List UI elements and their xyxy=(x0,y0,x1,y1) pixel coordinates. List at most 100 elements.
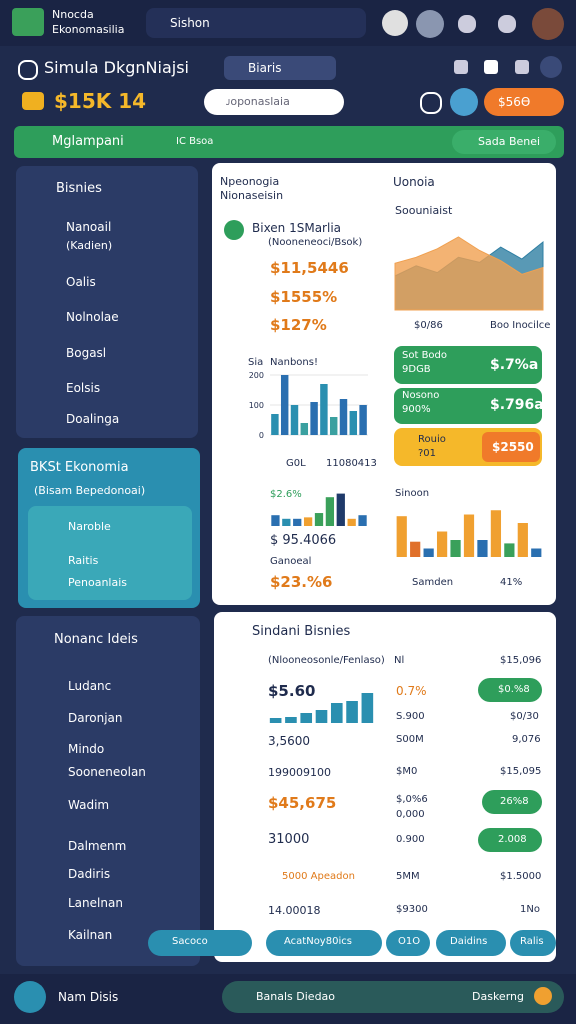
pill xyxy=(482,790,542,814)
action[interactable] xyxy=(148,930,252,956)
cell: $0.%8 xyxy=(498,684,530,695)
search-text: Sishon xyxy=(170,16,210,30)
toolbar-title: Simula DkgnNiajsi xyxy=(44,58,189,77)
footer-search[interactable] xyxy=(222,981,564,1013)
icon[interactable] xyxy=(416,10,444,38)
nav-item[interactable]: Doalinga xyxy=(66,412,120,426)
legend: Samden xyxy=(412,577,454,588)
footer-user: Nam Disis xyxy=(58,990,119,1004)
action-text: O1O xyxy=(398,936,421,947)
footer-button[interactable]: Daskerng xyxy=(472,990,524,1003)
card-subtitle: (Nooneneoci/Bsok) xyxy=(268,237,363,248)
icon[interactable] xyxy=(540,56,562,78)
button[interactable] xyxy=(484,88,564,116)
avatar[interactable] xyxy=(14,981,46,1013)
dropdown[interactable] xyxy=(224,56,336,80)
sidebar xyxy=(16,166,198,438)
overview-title: Npeonogia xyxy=(220,175,280,188)
nav-item[interactable]: Daronjan xyxy=(68,711,123,725)
icon[interactable] xyxy=(498,15,516,33)
icon[interactable] xyxy=(484,60,498,74)
action-text: AcatNoy80ics xyxy=(284,936,352,947)
nav-item[interactable]: Oalis xyxy=(66,275,96,289)
nav-panel xyxy=(16,616,200,966)
cell: 199009100 xyxy=(268,766,331,779)
cell: 9,076 xyxy=(512,734,541,745)
button-text: $56Ѳ xyxy=(498,95,531,109)
placeholder: ᴊoponaslaia xyxy=(226,95,290,108)
action[interactable] xyxy=(266,930,382,956)
nav-item[interactable]: Ludanc xyxy=(68,679,112,693)
metric-value: $.7%a xyxy=(490,357,539,373)
nav-item[interactable]: Mindo xyxy=(68,742,105,756)
metric-pill xyxy=(482,432,540,462)
nav-item[interactable]: Dadiris xyxy=(68,867,111,881)
pill xyxy=(478,828,542,852)
cell: 5MM xyxy=(396,871,420,882)
cell: Nl xyxy=(394,655,405,666)
stat: $23.%6 xyxy=(270,573,333,591)
nav-title[interactable]: Nonanc Ideis xyxy=(54,632,138,647)
nav-item[interactable]: Nanoail xyxy=(66,220,112,234)
logo[interactable] xyxy=(12,8,44,36)
promo-item[interactable]: Naroble xyxy=(68,520,111,533)
legend: Boo Inocilce xyxy=(490,320,551,331)
cell: $1.5000 xyxy=(500,871,542,882)
table-title: Sindani Bisnies xyxy=(252,624,351,639)
stat: $127% xyxy=(270,316,327,334)
footer-search-text: Banals Diedao xyxy=(256,990,336,1003)
nav-item[interactable]: Sooneneolan xyxy=(68,765,146,779)
action-text: Daidins xyxy=(450,936,488,947)
avatar[interactable] xyxy=(532,8,564,40)
nav-item[interactable]: Nolnolae xyxy=(66,310,119,324)
cell: $,0%6 xyxy=(396,794,428,805)
stat: $ 95.4066 xyxy=(270,533,337,548)
cell: $0/30 xyxy=(510,711,539,722)
banner-title: Mglampani xyxy=(52,134,124,149)
icon[interactable] xyxy=(382,10,408,36)
icon[interactable] xyxy=(454,60,468,74)
cell: $9300 xyxy=(396,904,428,915)
metric-card xyxy=(394,388,542,424)
settings-icon[interactable] xyxy=(420,92,442,114)
action[interactable] xyxy=(386,930,430,956)
nav-item[interactable]: Kailnan xyxy=(68,928,113,942)
metric-sub: 900% xyxy=(402,404,431,415)
nav-item[interactable]: Bogasl xyxy=(66,346,107,360)
metric-sub: ?01 xyxy=(418,448,437,459)
icon[interactable] xyxy=(534,987,552,1005)
cell: 5000 Apeadon xyxy=(282,871,355,882)
nav-sub: (Kadien) xyxy=(66,239,113,252)
trend-title: Uonoia xyxy=(393,175,435,189)
search-box[interactable] xyxy=(146,8,366,38)
nav-item[interactable]: Dalmenm xyxy=(68,839,127,853)
nav-item[interactable]: Bisnies xyxy=(56,181,102,196)
cell: 26%8 xyxy=(500,796,529,807)
legend: $0/86 xyxy=(414,320,443,331)
banner-button[interactable] xyxy=(452,130,556,154)
icon[interactable] xyxy=(515,60,529,74)
icon[interactable] xyxy=(458,15,476,33)
metric-label: Nosono xyxy=(402,390,440,401)
promo-item[interactable]: Raitis xyxy=(68,554,99,567)
metric-value: $.796a xyxy=(490,397,544,413)
action[interactable] xyxy=(436,930,506,956)
nav-item[interactable]: Eolsis xyxy=(66,381,101,395)
balance: $15K 14 xyxy=(54,89,147,113)
nav-item[interactable]: Wadim xyxy=(68,798,110,812)
promo-subtitle: (Bisam Bepedonoai) xyxy=(34,484,146,497)
cell: 14.00018 xyxy=(268,904,321,917)
search-icon[interactable] xyxy=(18,60,38,80)
cell: 0.7% xyxy=(396,684,427,698)
icon[interactable] xyxy=(450,88,478,116)
action-text: Ralis xyxy=(520,936,544,947)
action[interactable] xyxy=(510,930,556,956)
promo-item[interactable]: Penoanlais xyxy=(68,576,128,589)
search-field[interactable] xyxy=(204,89,344,115)
cell: $15,096 xyxy=(500,655,542,666)
legend: 41% xyxy=(500,577,523,588)
chart-title: Sinoon xyxy=(395,488,430,499)
promo-inner xyxy=(28,506,192,600)
nav-item[interactable]: Lanelnan xyxy=(68,896,123,910)
